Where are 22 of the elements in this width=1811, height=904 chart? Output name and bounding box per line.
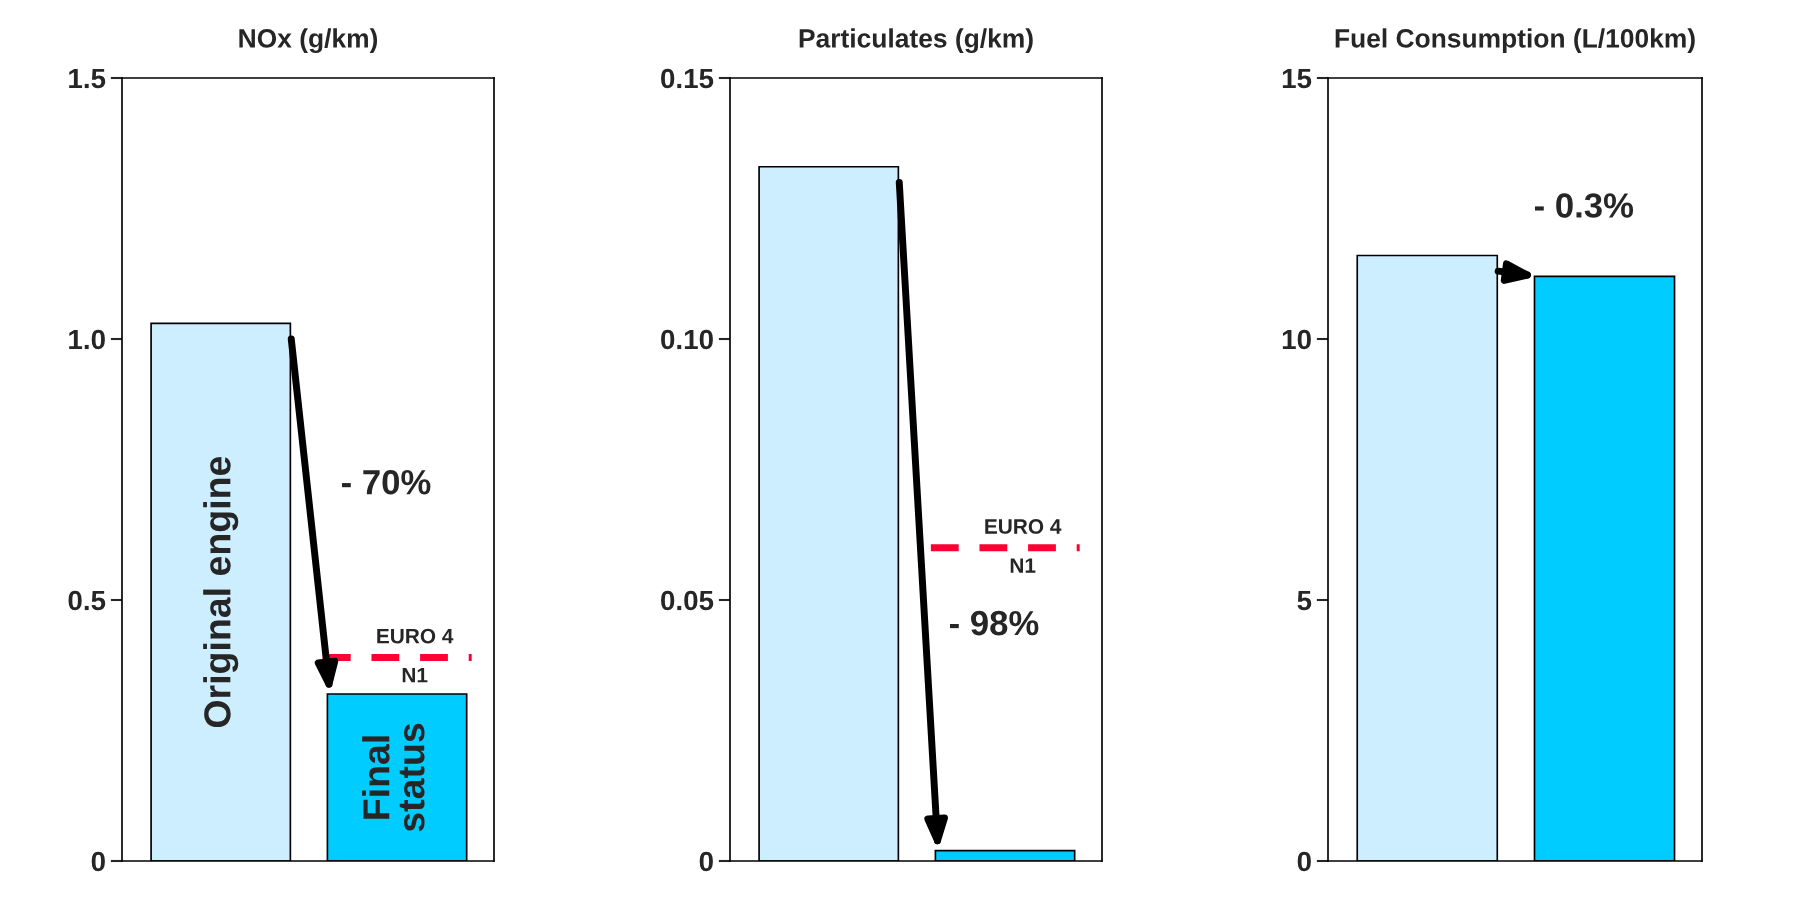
y-tick-label: 0 — [91, 851, 105, 872]
y-tick-label: 10 — [1282, 329, 1311, 350]
chart-title: NOx (g/km) — [239, 28, 378, 54]
ref-line-label: EURO 4 N1 — [377, 628, 454, 683]
annotation: - 0.3% — [1534, 193, 1634, 218]
ref-line-label: EURO 4 N1 — [985, 519, 1062, 573]
y-tick-label: 15 — [1282, 68, 1312, 89]
y-tick-label: 0 — [1297, 851, 1311, 872]
y-tick-label: 0.05 — [661, 590, 714, 611]
y-tick-label: 5 — [1297, 590, 1312, 611]
y-tick-label: 1.5 — [69, 68, 106, 89]
chart-title: Fuel Consumption (L/100km) — [1335, 28, 1695, 53]
y-tick-label: 0.5 — [68, 590, 106, 611]
y-tick-label: 0.15 — [661, 68, 714, 89]
y-tick-label: 1.0 — [69, 329, 105, 350]
y-tick-label: 0 — [699, 851, 713, 872]
x-tick-label: Final status — [362, 723, 425, 832]
y-tick-label: 0.10 — [661, 329, 713, 350]
annotation: - 70% — [341, 469, 431, 495]
chart-title: Particulates (g/km) — [799, 28, 1033, 54]
annotation: - 98% — [949, 610, 1039, 636]
x-tick-label: Original engine — [203, 456, 239, 728]
